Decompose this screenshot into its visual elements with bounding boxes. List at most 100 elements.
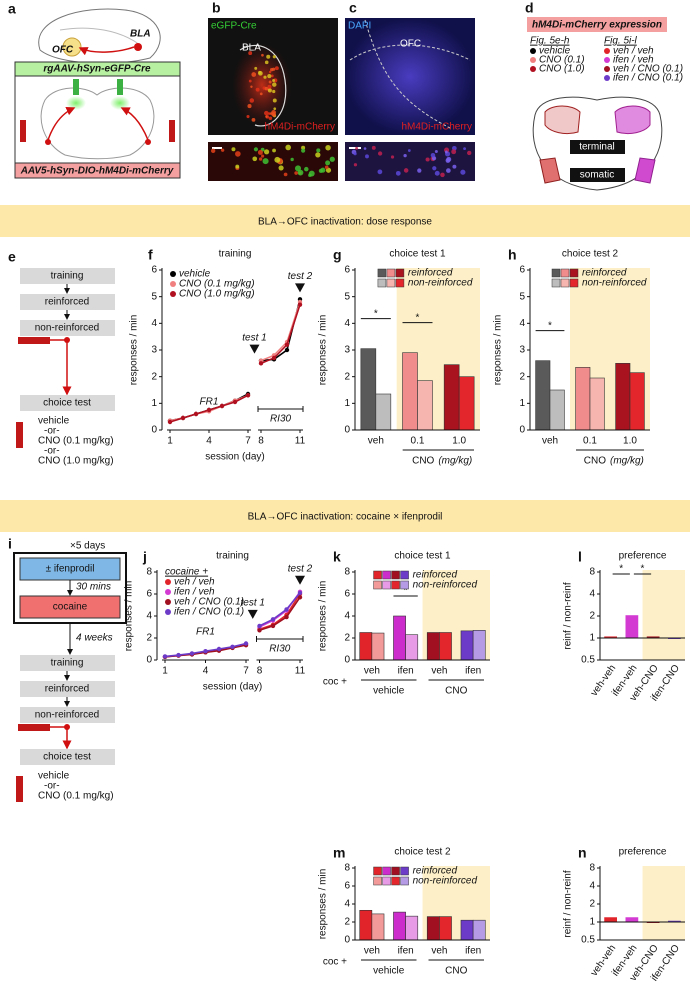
test-label: test 1 [242,332,266,343]
cell [390,155,395,159]
cell [273,107,277,111]
phase-label: RI30 [270,414,292,425]
y-tick-label: 1 [589,917,595,928]
legend-label: reinforced [408,268,453,279]
micrograph [208,142,338,181]
cell [264,86,269,91]
x-tick-label: 11 [295,436,306,447]
site-label: somatic [580,170,614,181]
region-label: OFC [400,39,421,50]
step-box [20,395,115,411]
micrograph [345,18,475,135]
test-label: test 2 [288,271,313,282]
legend-swatch [551,278,561,288]
bar [472,629,486,661]
ofc-glow [66,96,86,110]
point [203,649,208,654]
y-tick-label: 0 [344,655,350,666]
y-tick-label: 8 [589,863,595,874]
y-axis-label: responses / min [129,315,140,386]
region-label: BLA [242,43,261,54]
legend-swatch [560,278,570,288]
legend-swatch [400,876,409,886]
legend-swatch [386,278,396,288]
y-axis-label: responses / min [318,315,329,386]
y-tick-label: 2 [344,917,350,928]
bar [439,916,452,941]
x-tick-label: 0.1 [583,436,597,447]
bar [458,376,475,431]
y-tick-label: 0.5 [581,655,595,666]
y-tick-label: 5 [151,291,157,302]
y-axis-label: reinf / non-reinf [563,582,574,649]
bar [402,352,418,431]
x-tick-label: 4 [203,666,209,677]
point [270,617,276,622]
point [243,641,249,646]
point [284,347,290,353]
x-tick-label: veh [431,666,447,677]
point [180,415,186,421]
bar [426,632,440,661]
group-label: vehicle [373,686,405,697]
step-box [20,707,115,723]
cell [460,169,466,175]
y-tick-label: 2 [344,371,350,382]
point [162,654,168,659]
cell [270,74,274,78]
cell [248,51,253,56]
cell [365,154,369,159]
cell [324,165,329,170]
legend-dot [604,48,610,54]
sig-label: * [619,564,623,575]
cell [417,168,422,173]
cell [301,145,306,150]
cell [315,152,321,158]
x-tick-label: ifen [465,946,481,957]
cell [363,147,367,150]
step-label: choice test [43,398,91,409]
syringe [169,120,175,142]
bar [426,916,440,941]
sig-label: * [404,586,408,597]
bar [535,360,551,431]
point [193,411,199,417]
legend-dot [165,589,171,595]
panel-a: a OFC BLA rgAAV-hSyn-eGFP-Cre AAV5-hSyn-… [8,1,181,179]
x-tick-label: 1.0 [623,436,637,447]
legend-swatch [382,580,391,590]
panel-letter: g [333,247,342,263]
bar [393,911,406,941]
banner-title: BLA→OFC inactivation: cocaine × ifenprod… [248,512,443,523]
cell [452,164,457,169]
step-label: training [51,271,84,282]
point [257,628,262,633]
legend-swatch [569,268,579,278]
bar [360,348,377,431]
bar [575,367,591,431]
legend-swatch [382,866,391,876]
terminal-region [544,105,581,135]
legend-swatch [382,570,391,580]
point [176,652,181,658]
syringe [20,120,26,142]
legend-dot [165,609,171,615]
y-tick-label: 4 [519,318,525,329]
legend-label: veh / CNO (0.1) [613,64,683,75]
cell [294,171,298,175]
y-tick-label: 6 [146,589,152,600]
y-tick-label: 8 [344,863,350,874]
group-unit: (mg/kg) [610,456,644,467]
cell [329,156,335,162]
cell [264,110,269,116]
cell [425,157,430,162]
step-box [20,655,115,671]
y-tick-label: 4 [146,611,152,622]
cell [290,157,294,162]
step-label: reinforced [45,297,89,308]
point [189,651,195,656]
cell [258,70,262,75]
y-tick-label: 6 [151,265,157,276]
step-box [20,320,115,336]
stain-label: hM4Di-mCherry [264,122,335,133]
